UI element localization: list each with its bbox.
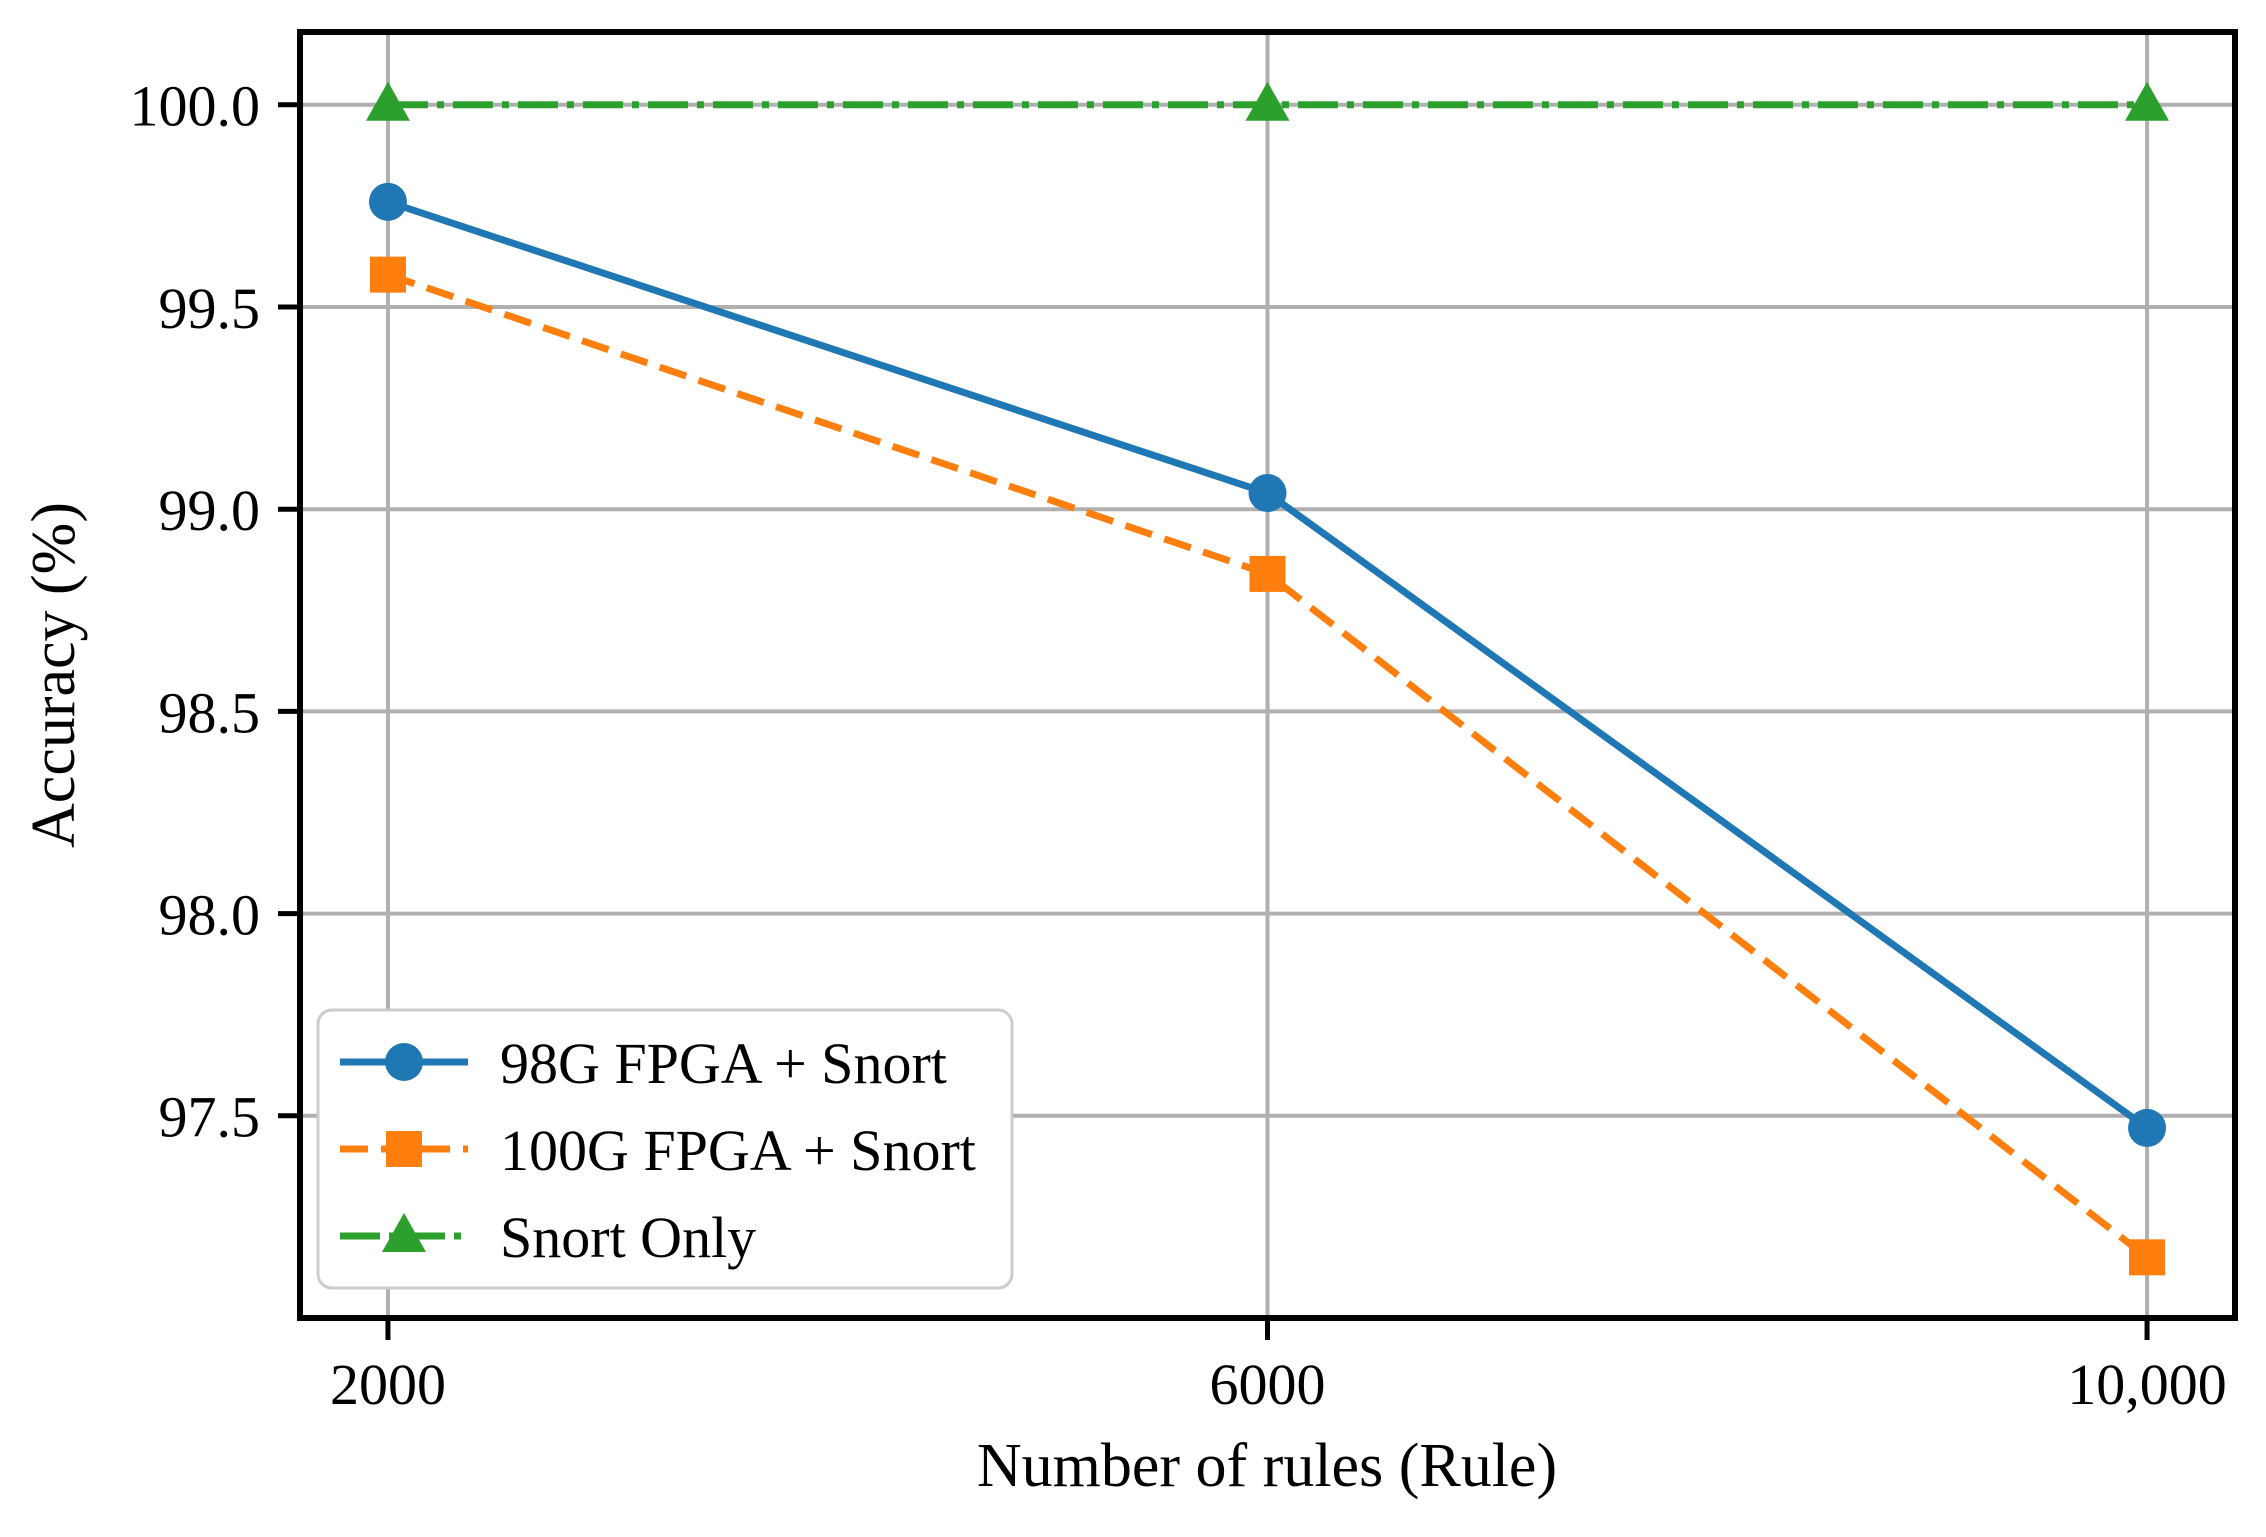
y-tick-label: 99.5 [159, 276, 261, 341]
series-2-triangle-marker [365, 81, 410, 121]
series-1-square-marker [2129, 1239, 2166, 1276]
plot-area: 100.0 99.5 99.0 98.5 98.0 97.5 2000 6000 10,000 9… [130, 29, 2238, 1417]
y-tick-label: 99.0 [159, 478, 261, 543]
series-0-circle-marker [1248, 474, 1287, 513]
series-1-square-marker [1249, 555, 1286, 592]
legend-2-triangle-marker [382, 1213, 426, 1252]
legend-label-1: 100G FPGA + Snort [500, 1118, 976, 1183]
x-tick-label: 2000 [330, 1352, 446, 1417]
y-tick-label: 98.5 [159, 680, 261, 745]
y-tick-label: 97.5 [159, 1085, 261, 1150]
legend-label-2: Snort Only [500, 1205, 756, 1270]
x-tick-label: 10,000 [2067, 1352, 2227, 1417]
axis-ticks [278, 102, 2150, 1340]
legend-label-0: 98G FPGA + Snort [500, 1031, 947, 1096]
series-0-circle-marker [2128, 1108, 2167, 1147]
x-tick-label: 6000 [1210, 1352, 1326, 1417]
y-axis-title: Accuracy (%) [20, 502, 88, 848]
series-layer [365, 81, 2170, 1276]
y-tick-label: 100.0 [130, 74, 261, 139]
series-2-triangle-marker [2125, 81, 2170, 121]
x-axis-title: Number of rules (Rule) [977, 1432, 1557, 1500]
tick-labels: 100.0 99.5 99.0 98.5 98.0 97.5 2000 6000 10,000 [130, 74, 2227, 1417]
series-2-triangle-marker [1245, 81, 1290, 121]
series-1-square-marker [369, 256, 406, 293]
series-0-circle-marker [368, 182, 407, 221]
legend: 98G FPGA + Snort 100G FPGA + Snort Snort O… [316, 1008, 1014, 1290]
y-tick-label: 98.0 [159, 882, 261, 947]
legend-1-square-marker [386, 1131, 422, 1167]
legend-0-circle-marker [385, 1043, 423, 1081]
legend-box [316, 1008, 1014, 1290]
